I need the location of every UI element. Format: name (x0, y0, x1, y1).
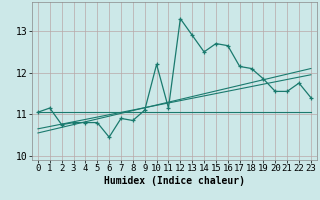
X-axis label: Humidex (Indice chaleur): Humidex (Indice chaleur) (104, 176, 245, 186)
